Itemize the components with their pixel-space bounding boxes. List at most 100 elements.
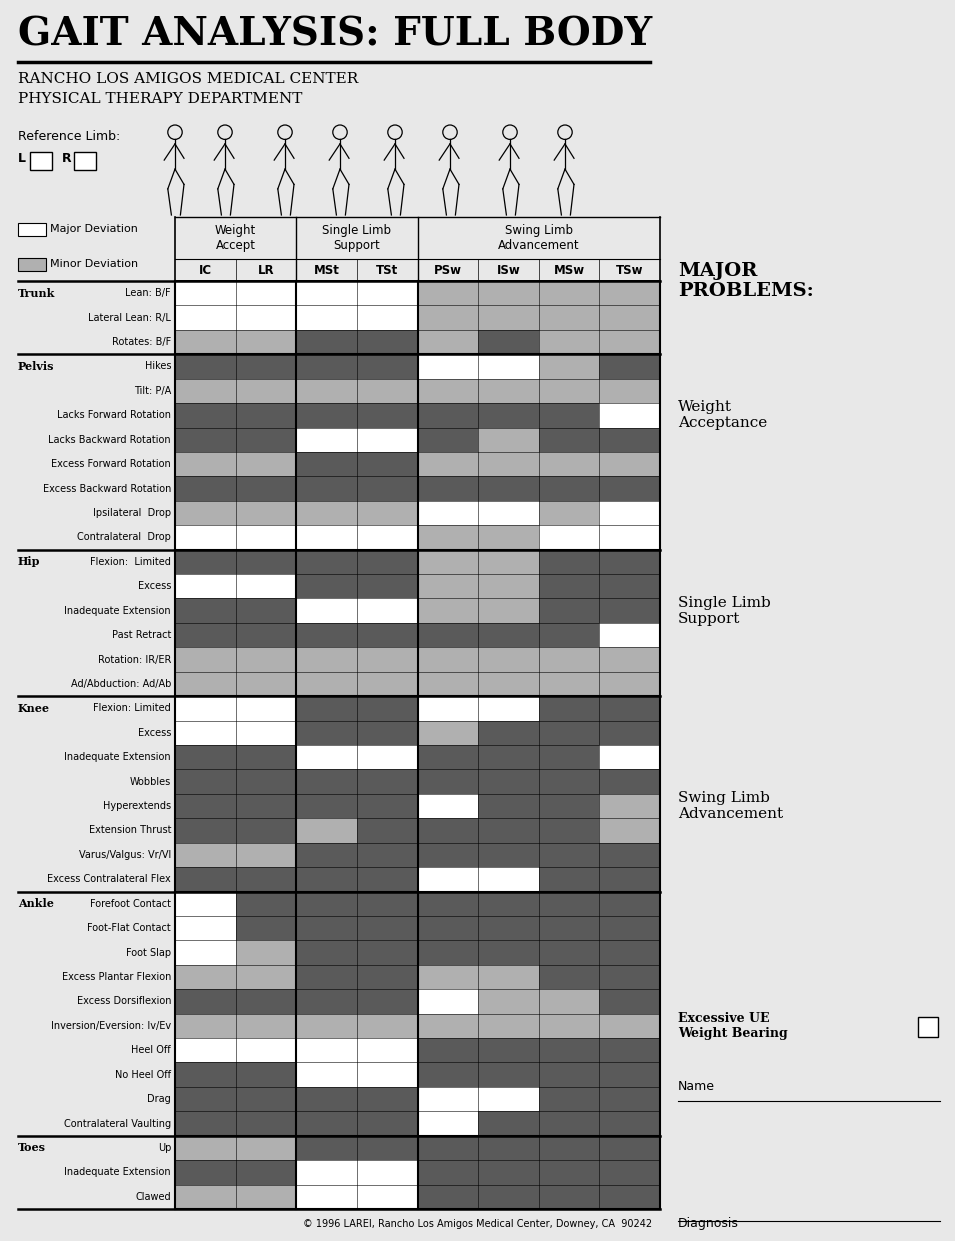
Bar — [539, 1112, 600, 1136]
Bar — [478, 305, 539, 330]
Bar — [236, 745, 296, 769]
Bar — [357, 598, 417, 623]
Bar — [539, 1087, 600, 1112]
Bar — [357, 525, 417, 550]
Text: Tilt: P/A: Tilt: P/A — [134, 386, 171, 396]
Bar — [175, 818, 236, 843]
Bar — [296, 1185, 357, 1209]
Bar — [296, 721, 357, 745]
Bar — [357, 916, 417, 941]
Text: PHYSICAL THERAPY DEPARTMENT: PHYSICAL THERAPY DEPARTMENT — [18, 92, 303, 105]
Bar — [478, 1160, 539, 1185]
Bar — [296, 964, 357, 989]
Text: Knee: Knee — [18, 702, 50, 714]
Bar — [236, 550, 296, 575]
Text: Excess: Excess — [138, 581, 171, 591]
Bar — [600, 671, 660, 696]
Bar — [296, 671, 357, 696]
Bar — [539, 525, 600, 550]
Bar — [236, 452, 296, 477]
Bar — [175, 575, 236, 598]
Bar — [357, 477, 417, 501]
Bar — [417, 477, 478, 501]
Text: PSw: PSw — [434, 263, 462, 277]
Text: Lean: B/F: Lean: B/F — [125, 288, 171, 298]
Text: Clawed: Clawed — [136, 1191, 171, 1201]
Bar — [175, 1037, 236, 1062]
Bar — [417, 575, 478, 598]
Bar — [417, 623, 478, 648]
Bar — [357, 648, 417, 671]
Bar — [539, 1037, 600, 1062]
Bar — [478, 623, 539, 648]
Bar — [357, 818, 417, 843]
Text: GAIT ANALYSIS: FULL BODY: GAIT ANALYSIS: FULL BODY — [18, 15, 652, 53]
Bar — [417, 818, 478, 843]
Bar — [478, 428, 539, 452]
Bar — [600, 1185, 660, 1209]
Text: Lacks Forward Rotation: Lacks Forward Rotation — [57, 411, 171, 421]
Bar — [417, 696, 478, 721]
Bar — [417, 721, 478, 745]
Text: Hikes: Hikes — [144, 361, 171, 371]
Bar — [296, 916, 357, 941]
Bar — [357, 721, 417, 745]
Bar — [478, 477, 539, 501]
Text: Hip: Hip — [18, 556, 40, 567]
Bar — [357, 671, 417, 696]
Bar — [478, 648, 539, 671]
Bar — [539, 989, 600, 1014]
Bar — [357, 769, 417, 794]
Bar — [296, 696, 357, 721]
Text: Weight
Accept: Weight Accept — [215, 223, 256, 252]
Bar — [600, 648, 660, 671]
Bar — [236, 989, 296, 1014]
Text: Lateral Lean: R/L: Lateral Lean: R/L — [88, 313, 171, 323]
Bar — [357, 403, 417, 428]
Text: Past Retract: Past Retract — [112, 630, 171, 640]
Bar — [357, 1112, 417, 1136]
Bar — [357, 305, 417, 330]
Bar — [357, 354, 417, 379]
Bar — [175, 916, 236, 941]
Bar — [236, 477, 296, 501]
Bar — [417, 1062, 478, 1087]
Bar — [296, 989, 357, 1014]
Bar — [539, 794, 600, 818]
Text: Ipsilateral  Drop: Ipsilateral Drop — [93, 508, 171, 517]
Bar — [18, 223, 46, 236]
Text: © 1996 LAREI, Rancho Los Amigos Medical Center, Downey, CA  90242: © 1996 LAREI, Rancho Los Amigos Medical … — [303, 1219, 652, 1229]
Bar — [236, 867, 296, 891]
Bar — [600, 1136, 660, 1160]
Text: Inversion/Eversion: Iv/Ev: Inversion/Eversion: Iv/Ev — [51, 1021, 171, 1031]
Text: Flexion: Limited: Flexion: Limited — [94, 704, 171, 714]
Bar — [600, 501, 660, 525]
Bar — [539, 501, 600, 525]
Bar — [236, 354, 296, 379]
Bar — [236, 671, 296, 696]
Bar — [236, 843, 296, 867]
Bar — [296, 598, 357, 623]
Bar — [357, 1185, 417, 1209]
Bar — [478, 354, 539, 379]
Bar — [417, 305, 478, 330]
Bar — [600, 696, 660, 721]
Bar — [417, 648, 478, 671]
Bar — [600, 916, 660, 941]
Bar — [478, 330, 539, 354]
Text: Foot Slap: Foot Slap — [126, 948, 171, 958]
Bar — [296, 867, 357, 891]
Bar — [357, 1037, 417, 1062]
Bar — [417, 1160, 478, 1185]
Bar — [478, 891, 539, 916]
Bar — [357, 501, 417, 525]
Bar — [417, 1014, 478, 1037]
Bar — [600, 1014, 660, 1037]
Bar — [600, 280, 660, 305]
Bar — [478, 964, 539, 989]
Text: Single Limb
Support: Single Limb Support — [323, 223, 392, 252]
Bar — [236, 280, 296, 305]
Bar — [478, 794, 539, 818]
Bar — [539, 403, 600, 428]
Bar — [600, 1062, 660, 1087]
